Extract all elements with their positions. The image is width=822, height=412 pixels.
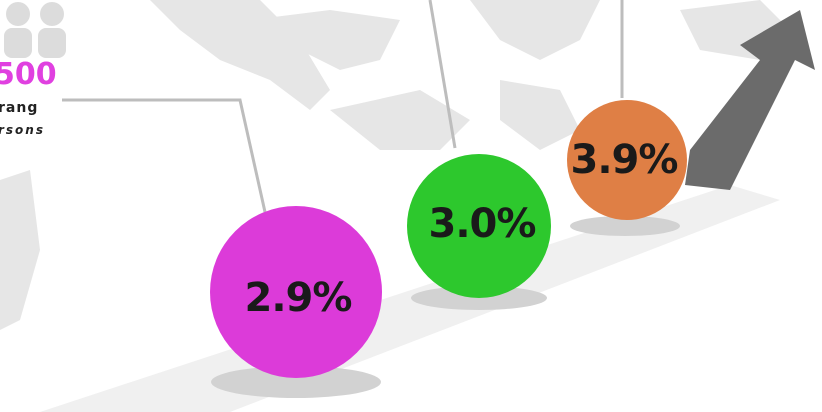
bubble-label: 3.9% xyxy=(571,137,678,183)
bubble xyxy=(567,100,687,220)
bubble-label: 2.9% xyxy=(245,275,352,321)
arrow xyxy=(685,10,815,190)
caption: rsons xyxy=(0,123,45,137)
road xyxy=(40,185,780,412)
shadows xyxy=(211,216,680,398)
connectors xyxy=(62,0,624,213)
bubble-label: 3.0% xyxy=(429,201,536,247)
caption: rang xyxy=(0,100,38,116)
bubble xyxy=(210,206,382,378)
number: 500 xyxy=(0,57,57,92)
people-icons xyxy=(4,2,66,58)
map xyxy=(0,0,800,330)
bubble xyxy=(407,154,551,298)
